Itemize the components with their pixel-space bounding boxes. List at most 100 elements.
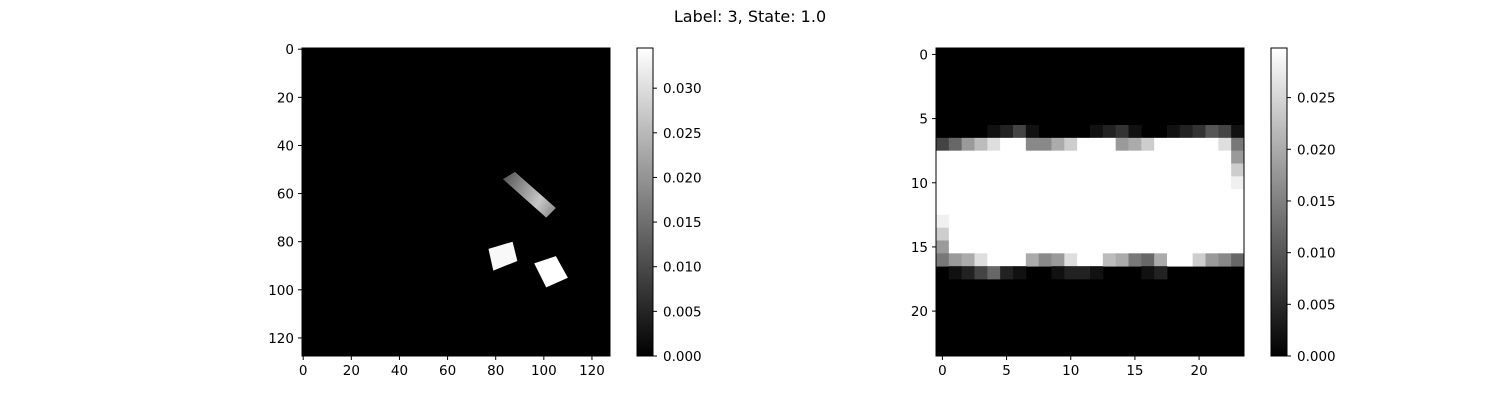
heatmap-cell <box>1013 240 1027 254</box>
heatmap-cell <box>987 253 1001 267</box>
heatmap-cell <box>1154 240 1168 254</box>
heatmap-cell <box>1000 214 1014 229</box>
heatmap-cell <box>1064 137 1078 152</box>
heatmap-cell <box>1025 125 1040 139</box>
heatmap-cell <box>1013 227 1027 241</box>
heatmap-cell <box>1115 214 1129 229</box>
heatmap-cell <box>1077 176 1091 190</box>
heatmap-cell <box>1128 150 1142 164</box>
heatmap-cell <box>1115 163 1129 177</box>
heatmap-cell <box>1154 163 1168 177</box>
heatmap-cell <box>1013 189 1027 203</box>
heatmap-cell <box>1025 176 1040 190</box>
colorbar-tick-label: 0.020 <box>1297 142 1336 158</box>
heatmap-cell <box>1077 189 1091 203</box>
heatmap-cell <box>961 214 975 229</box>
heatmap-cell <box>961 189 975 203</box>
heatmap-cell <box>936 253 950 267</box>
heatmap-cell <box>1038 163 1052 177</box>
heatmap-cell <box>1205 214 1219 229</box>
heatmap-cell <box>1141 240 1155 254</box>
heatmap-cell <box>1179 176 1194 190</box>
x-tick-label: 0 <box>299 363 308 379</box>
heatmap-cell <box>1038 240 1052 254</box>
gradient-bar-shape <box>502 171 556 218</box>
heatmap-cell <box>1013 253 1027 267</box>
heatmap-cell <box>1064 202 1078 216</box>
heatmap-cell <box>987 227 1001 241</box>
heatmap-cell <box>1192 227 1206 241</box>
heatmap-cell <box>1051 214 1065 229</box>
heatmap-cell <box>1179 163 1194 177</box>
heatmap-cell <box>1077 202 1091 216</box>
y-tick-label: 120 <box>268 331 294 347</box>
y-tick-label: 20 <box>911 304 928 320</box>
x-tick-label: 0 <box>938 363 947 379</box>
heatmap-cell <box>1064 163 1078 177</box>
heatmap-cell <box>1090 227 1104 241</box>
heatmap-cell <box>1013 266 1027 280</box>
heatmap-cell <box>1167 214 1181 229</box>
heatmap-cell <box>1154 202 1168 216</box>
left-image-background <box>302 48 610 356</box>
heatmap-cell <box>1218 227 1232 241</box>
heatmap-cell <box>1038 227 1052 241</box>
x-tick-label: 80 <box>487 363 504 379</box>
heatmap-cell <box>987 163 1001 177</box>
heatmap-cell <box>1154 189 1168 203</box>
heatmap-cell <box>1192 163 1206 177</box>
heatmap-cell <box>1192 214 1206 229</box>
heatmap-cell <box>936 150 950 164</box>
heatmap-cell <box>1077 240 1091 254</box>
heatmap-cell <box>1038 214 1052 229</box>
heatmap-cell <box>1179 253 1194 267</box>
heatmap-cell <box>1038 202 1052 216</box>
heatmap-cell <box>1102 240 1117 254</box>
heatmap-cell <box>948 150 963 164</box>
heatmap-cell <box>1192 125 1206 139</box>
heatmap-cell <box>987 189 1001 203</box>
heatmap-cell <box>1128 137 1142 152</box>
heatmap-cell <box>1077 266 1091 280</box>
heatmap-cell <box>1013 176 1027 190</box>
heatmap-cell <box>936 214 950 229</box>
heatmap-cell <box>1013 137 1027 152</box>
heatmap-cell <box>1141 266 1155 280</box>
x-tick-label: 100 <box>531 363 557 379</box>
heatmap-cell <box>974 150 988 164</box>
heatmap-cell <box>948 176 963 190</box>
heatmap-cell <box>1025 150 1040 164</box>
heatmap-cell <box>987 176 1001 190</box>
heatmap-cell <box>1102 253 1117 267</box>
heatmap-cell <box>948 214 963 229</box>
heatmap-cell <box>1128 163 1142 177</box>
heatmap-cell <box>1205 176 1219 190</box>
heatmap-cell <box>1000 189 1014 203</box>
heatmap-cell <box>1051 189 1065 203</box>
heatmap-cell <box>1090 125 1104 139</box>
heatmap-cell <box>948 266 963 280</box>
heatmap-cell <box>1038 150 1052 164</box>
heatmap-cell <box>974 240 988 254</box>
heatmap-cell <box>1167 176 1181 190</box>
right-panel: 0 5 10 15 20 0 5 10 15 20 0.000 0.005 0.010 0.015 0.02… <box>911 47 1336 379</box>
x-tick-label: 15 <box>1126 363 1143 379</box>
heatmap-cell <box>1090 137 1104 152</box>
heatmap-cell <box>1077 227 1091 241</box>
heatmap-cell <box>1179 125 1194 139</box>
colorbar-tick-label: 0.005 <box>1297 297 1336 313</box>
heatmap-cell <box>1192 150 1206 164</box>
heatmap-cell <box>1051 240 1065 254</box>
heatmap-cell <box>961 137 975 152</box>
heatmap-cell <box>1115 189 1129 203</box>
heatmap-cell <box>1128 253 1142 267</box>
heatmap-cell <box>1141 253 1155 267</box>
heatmap-cell <box>948 189 963 203</box>
heatmap-cell <box>1000 266 1014 280</box>
heatmap-cell <box>987 125 1001 139</box>
heatmap-cell <box>936 240 950 254</box>
heatmap-cell <box>1025 253 1040 267</box>
heatmap-cell <box>936 137 950 152</box>
heatmap-cell <box>1218 176 1232 190</box>
heatmap-cell <box>948 240 963 254</box>
